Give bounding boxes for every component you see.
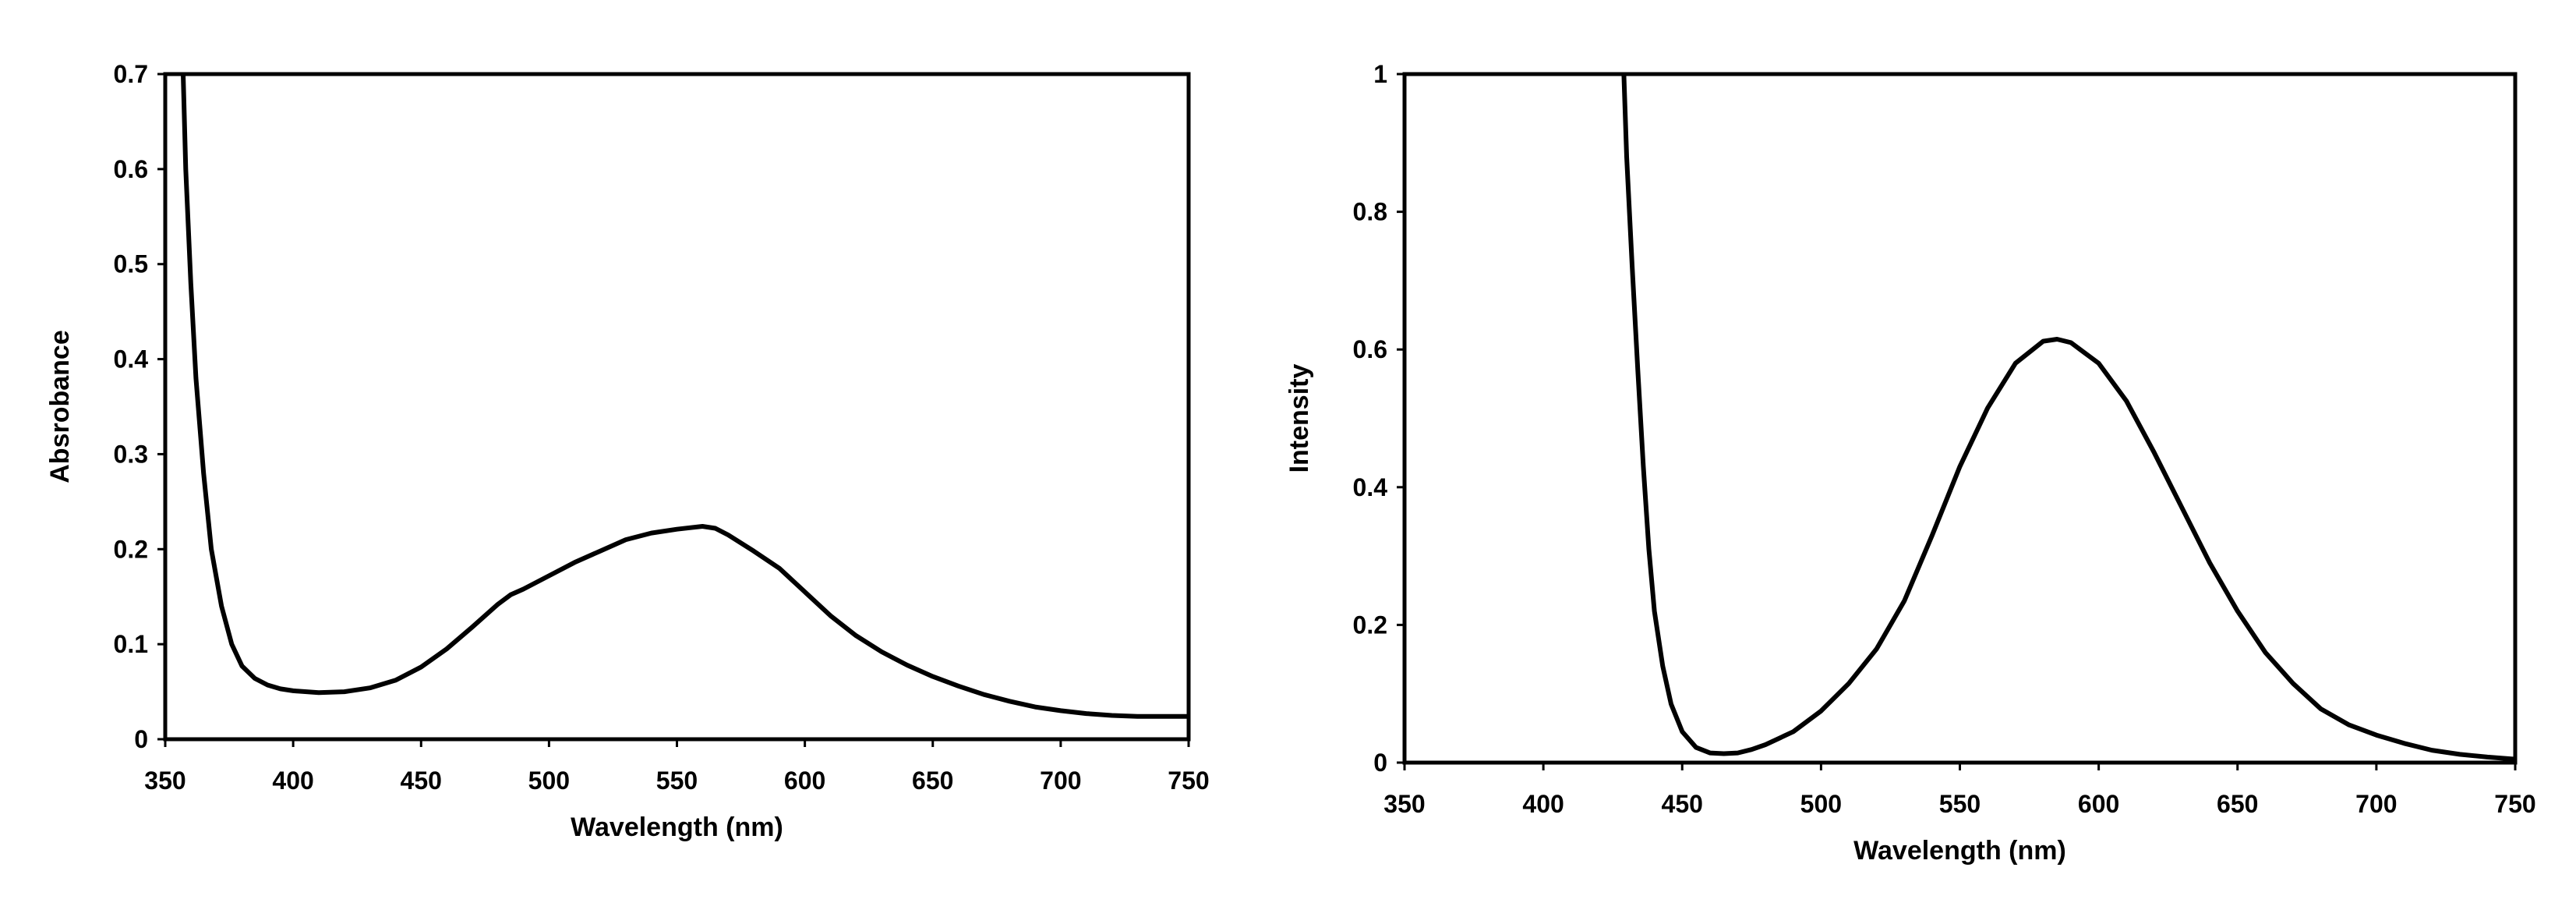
absorbance-x-tick-label-1: 400 (272, 767, 313, 795)
intensity-x-axis-title: Wavelength (nm) (1853, 836, 2066, 866)
intensity-plot-frame (1402, 72, 2518, 765)
intensity-series-line-0 (1621, 74, 2515, 762)
absorbance-y-tick-label-5: 0.5 (114, 250, 148, 278)
absorbance-chart-svg: 0 0.1 0.2 0.3 0.4 0.5 0.6 0.7 350 400 450 500 550 600… (45, 60, 1210, 842)
intensity-y-tick-label-1: 0.2 (1353, 611, 1387, 639)
intensity-x-tick-label-7: 700 (2355, 790, 2397, 818)
intensity-x-tick-label-5: 600 (2078, 790, 2119, 818)
absorbance-x-tick-label-0: 350 (144, 767, 186, 795)
absorbance-y-tick-label-0: 0 (134, 725, 148, 753)
absorbance-y-tick-label-4: 0.4 (114, 345, 149, 374)
intensity-x-tick-label-8: 750 (2494, 790, 2535, 818)
absorbance-x-tick-label-6: 650 (912, 767, 953, 795)
absorbance-y-tick-label-2: 0.2 (114, 535, 148, 563)
absorbance-plot-frame (163, 72, 1191, 742)
intensity-x-tick-label-6: 650 (2217, 790, 2258, 818)
intensity-y-axis-title: Intensity (1284, 364, 1314, 473)
intensity-x-tick-label-1: 400 (1522, 790, 1564, 818)
intensity-x-tick-label-2: 450 (1662, 790, 1703, 818)
intensity-chart: 0 0.2 0.4 0.6 0.8 1 350 400 450 500 550 600 650 700 75… (1278, 0, 2576, 917)
absorbance-x-tick-label-5: 600 (784, 767, 825, 795)
absorbance-series-line-0 (181, 74, 1189, 719)
intensity-y-tick-label-2: 0.4 (1353, 473, 1388, 501)
absorbance-x-tick-label-8: 750 (1168, 767, 1209, 795)
absorbance-x-axis-title: Wavelength (nm) (571, 813, 783, 842)
intensity-y-tick-label-4: 0.8 (1353, 198, 1387, 226)
intensity-x-tick-label-0: 350 (1383, 790, 1425, 818)
absorbance-chart: 0 0.1 0.2 0.3 0.4 0.5 0.6 0.7 350 400 450 500 550 600… (0, 0, 1278, 917)
intensity-chart-svg: 0 0.2 0.4 0.6 0.8 1 350 400 450 500 550 600 650 700 75… (1284, 60, 2536, 866)
intensity-y-tick-label-3: 0.6 (1353, 335, 1387, 363)
absorbance-y-tick-label-3: 0.3 (114, 440, 148, 468)
intensity-x-tick-label-4: 550 (1939, 790, 1981, 818)
absorbance-y-tick-label-6: 0.6 (114, 155, 148, 183)
absorbance-x-tick-label-7: 700 (1040, 767, 1081, 795)
intensity-y-tick-label-5: 1 (1373, 60, 1387, 88)
absorbance-y-tick-label-1: 0.1 (114, 630, 148, 658)
absorbance-x-tick-label-2: 450 (401, 767, 442, 795)
absorbance-x-tick-label-3: 500 (528, 767, 570, 795)
absorbance-y-tick-label-7: 0.7 (114, 60, 148, 88)
absorbance-x-tick-label-4: 550 (656, 767, 698, 795)
absorbance-y-axis-title: Absrobance (45, 330, 75, 483)
intensity-x-tick-label-3: 500 (1800, 790, 1842, 818)
intensity-y-tick-label-0: 0 (1373, 749, 1387, 777)
